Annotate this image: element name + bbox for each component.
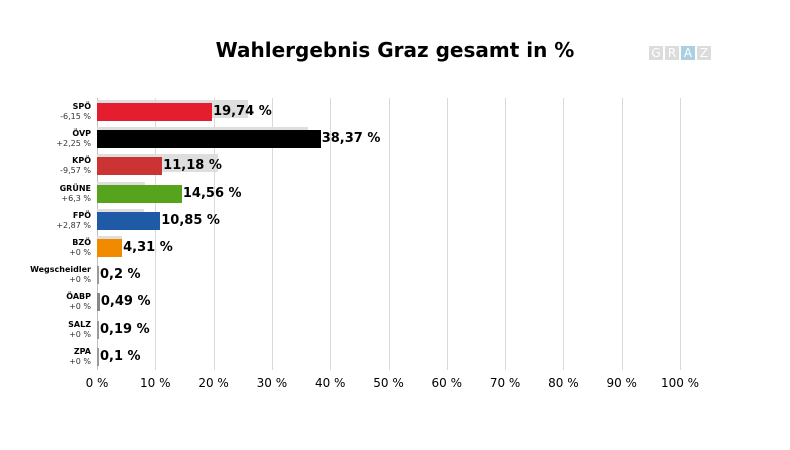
gridline (213, 98, 215, 370)
x-tick-label: 20 % (198, 376, 229, 390)
bar-row: 10,85 % (97, 207, 680, 234)
result-bar[interactable] (97, 211, 161, 230)
party-name: BZÖ (72, 238, 91, 247)
logo-letter: Z (697, 46, 711, 60)
value-label: 14,56 % (182, 185, 242, 201)
gridline (680, 98, 681, 370)
x-tick-label: 30 % (256, 376, 288, 390)
bar-row: 0,49 % (97, 288, 680, 315)
party-name: Wegscheidler (30, 265, 91, 275)
category-label: SPÖ -6,15 % (0, 102, 91, 122)
gridline (446, 98, 448, 370)
plot-area: 19,74 % 38,37 % 11,18 % 14,56 % 10,85 % 4,31 … (97, 98, 681, 370)
gridline (155, 98, 157, 370)
bar-row: 38,37 % (97, 125, 680, 152)
party-name: SPÖ (72, 102, 91, 111)
value-label: 19,74 % (213, 104, 272, 119)
x-tick-label: 40 % (314, 376, 346, 390)
x-tick-label: 60 % (431, 376, 463, 390)
result-bar[interactable] (97, 184, 182, 203)
gridline (621, 98, 623, 370)
x-tick-label: 80 % (548, 376, 579, 390)
gridline (563, 98, 565, 370)
value-label: 10,85 % (161, 212, 220, 228)
bar-row: 0,19 % (97, 316, 680, 343)
result-bar[interactable] (97, 157, 163, 176)
logo-letter: A (681, 46, 695, 60)
party-diff: +0 % (69, 248, 91, 257)
result-bar[interactable] (97, 103, 213, 121)
result-bar[interactable] (97, 130, 321, 149)
category-label: GRÜNE +6,3 % (0, 184, 91, 204)
value-label: 0,2 % (100, 267, 141, 283)
category-label: ZPA +0 % (0, 347, 91, 367)
x-tick-label: 100 % (660, 376, 700, 390)
party-diff: -6,15 % (60, 112, 91, 121)
party-name: ZPA (73, 346, 91, 356)
value-label: 11,18 % (163, 158, 222, 174)
category-label: BZÖ +0 % (0, 238, 91, 258)
party-diff: -9,57 % (60, 166, 91, 176)
party-name: SALZ (68, 319, 91, 329)
result-bar[interactable] (97, 239, 123, 257)
value-label: 0,1 % (100, 348, 141, 364)
party-diff: +2,87 % (56, 220, 91, 230)
bar-row: 14,56 % (97, 180, 680, 207)
value-label: 0,49 % (100, 294, 151, 310)
bar-row: 19,74 % (97, 98, 680, 125)
party-diff: +0 % (69, 356, 91, 366)
result-bar[interactable] (97, 266, 99, 285)
party-name: GRÜNE (59, 183, 91, 193)
gridline (505, 98, 507, 370)
logo-letter: R (665, 46, 679, 60)
party-diff: +0 % (69, 275, 91, 285)
value-label: 4,31 % (123, 240, 173, 255)
category-label: KPÖ -9,57 % (0, 156, 91, 176)
x-tick-label: 90 % (606, 376, 637, 390)
party-diff: +2,25 % (56, 139, 91, 149)
party-name: KPÖ (72, 156, 91, 166)
category-label: ÖVP +2,25 % (0, 129, 91, 149)
x-tick-label: 50 % (373, 376, 404, 390)
party-name: ÖVP (72, 129, 91, 139)
bar-row: 4,31 % (97, 234, 680, 261)
bar-row: 11,18 % (97, 152, 680, 179)
result-bar[interactable] (97, 347, 99, 366)
value-label: 0,19 % (100, 321, 150, 337)
result-bar[interactable] (97, 320, 99, 339)
value-label: 38,37 % (321, 131, 381, 147)
category-label: FPÖ +2,87 % (0, 211, 91, 231)
x-tick-label: 0 % (85, 376, 109, 390)
category-label: Wegscheidler +0 % (0, 265, 91, 285)
bar-row: 0,1 % (97, 343, 680, 370)
party-name: FPÖ (72, 210, 91, 220)
party-diff: +6,3 % (61, 193, 91, 203)
party-diff: +0 % (69, 329, 91, 339)
party-name: ÖABP (66, 292, 91, 302)
category-label: SALZ +0 % (0, 320, 91, 340)
category-label: ÖABP +0 % (0, 292, 91, 312)
logo-letter: G (649, 46, 663, 60)
graz-logo: G R A Z (649, 46, 711, 60)
gridline (330, 98, 332, 370)
x-tick-label: 70 % (489, 376, 521, 390)
gridline (271, 98, 273, 370)
bar-row: 0,2 % (97, 261, 680, 288)
gridline (388, 98, 390, 370)
x-tick-label: 10 % (140, 376, 171, 390)
gridline (97, 98, 98, 370)
result-bar[interactable] (97, 293, 100, 312)
chart-title: Wahlergebnis Graz gesamt in % (215, 38, 575, 62)
party-diff: +0 % (69, 302, 91, 312)
